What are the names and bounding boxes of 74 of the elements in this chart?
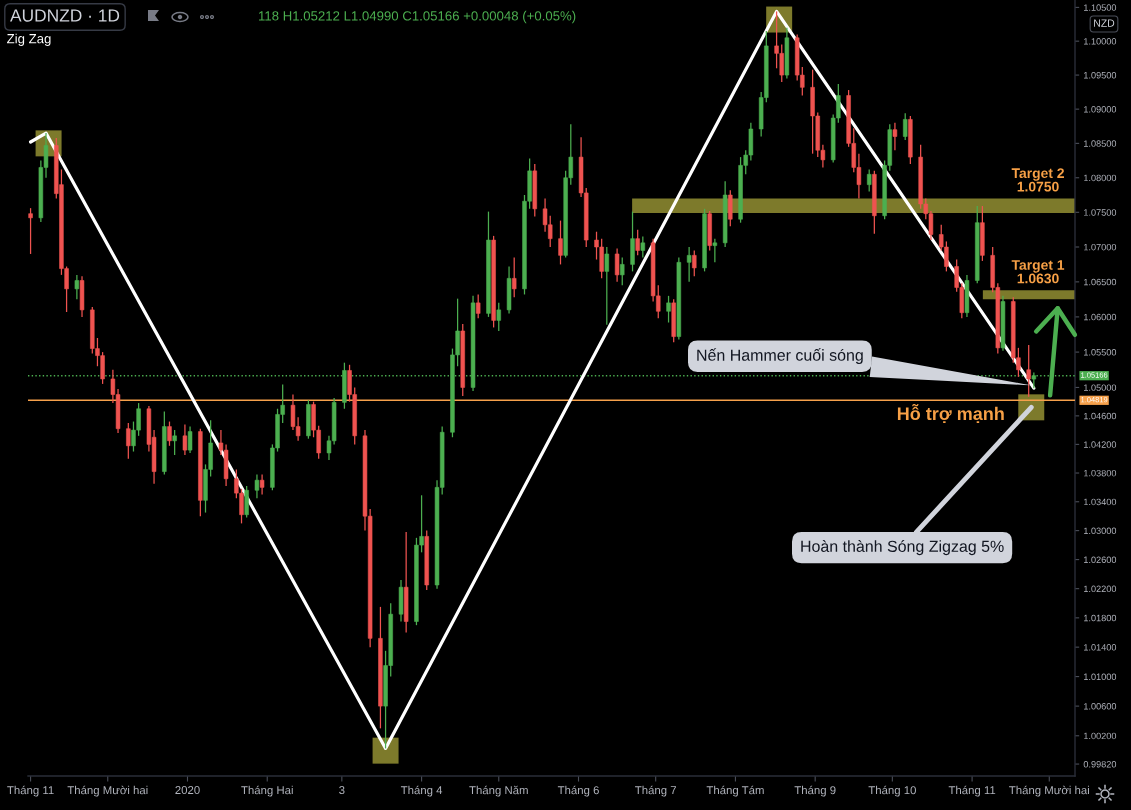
x-tick-label: 3 <box>339 786 345 795</box>
y-tick-label: 1.01800 <box>1084 614 1117 622</box>
y-tick-label: 1.01400 <box>1084 644 1117 651</box>
candlestick <box>259 473 265 496</box>
y-tick-label: 1.07000 <box>1084 243 1117 251</box>
x-tick-label: Tháng 6 <box>557 785 599 797</box>
y-tick-label: 1.00200 <box>1084 732 1117 740</box>
x-tick-label: Tháng 11 <box>948 785 996 797</box>
band-label: Target 2 1.0750 <box>1011 168 1064 192</box>
candlestick <box>692 249 697 277</box>
candlestick <box>126 422 131 460</box>
y-tick-label: 1.03400 <box>1084 498 1117 506</box>
y-tick-label: 1.02600 <box>1084 556 1117 563</box>
candlestick <box>903 112 908 141</box>
candlestick <box>172 429 177 456</box>
candlestick <box>475 293 481 319</box>
y-tick-label: 1.10000 <box>1084 38 1117 45</box>
candlestick <box>686 246 692 283</box>
candlestick <box>254 473 260 499</box>
candlestick <box>28 207 33 255</box>
text: NZD <box>1094 19 1115 27</box>
y-tick-label: 1.03000 <box>1084 527 1117 535</box>
text: Zig Zag <box>7 33 51 46</box>
y-tick-label: 1.02200 <box>1084 585 1117 593</box>
x-tick-label: Tháng Năm <box>469 785 528 797</box>
y-tick-label: 1.05000 <box>1084 384 1117 391</box>
candlestick <box>604 246 610 326</box>
candlestick <box>866 168 872 193</box>
candlestick <box>892 122 898 151</box>
candlestick <box>74 274 80 300</box>
y-tick-label: 1.01000 <box>1084 673 1117 680</box>
x-tick-label: 2020 <box>175 786 200 795</box>
x-tick-label: Tháng 7 <box>635 785 677 797</box>
x-tick-label: Tháng Hai <box>241 785 293 797</box>
x-tick-label: Tháng Tám <box>706 785 764 797</box>
y-tick-label: 1.07500 <box>1084 209 1117 216</box>
candlestick <box>182 423 188 456</box>
annotation: Nến Hammer cuối sóng <box>697 348 863 364</box>
y-tick-label: 1.06500 <box>1084 278 1117 286</box>
y-tick-label: 0.99820 <box>1083 760 1117 768</box>
chart-title: AUDNZD · 1D <box>10 9 120 22</box>
candlestick <box>496 302 501 332</box>
candlestick <box>1026 344 1031 398</box>
y-tick-label: 1.08500 <box>1084 140 1117 147</box>
candlestick <box>640 235 646 259</box>
annotation: Hoàn thành Sóng Zigzag 5% <box>801 540 1004 556</box>
y-tick-label: 1.09500 <box>1084 72 1117 79</box>
y-tick-label: 1.00600 <box>1084 703 1117 710</box>
y-tick-label: 1.03800 <box>1084 469 1117 477</box>
candlestick <box>167 420 172 447</box>
y-tick-label: 1.04200 <box>1084 441 1117 448</box>
band-label: Target 1 1.0630 <box>1011 260 1065 284</box>
candlestick <box>614 247 620 283</box>
candlestick <box>635 229 640 256</box>
y-tick-label: 1.08000 <box>1084 174 1117 182</box>
x-tick-label: Tháng 9 <box>794 785 836 797</box>
candlestick <box>712 238 718 263</box>
text: 118 H1.05212 L1.04990 C1.05166 +0.00048 (+0.05%) <box>259 10 576 24</box>
x-tick-label: Tháng Mười hai <box>67 785 148 797</box>
candlestick <box>666 295 671 324</box>
annotation: Hỗ trợ mạnh <box>897 403 1004 424</box>
candlestick <box>620 256 625 286</box>
y-tick-label: 1.04600 <box>1084 412 1117 420</box>
y-tick-label: 1.10500 <box>1084 4 1117 11</box>
y-tick-label: 1.09000 <box>1084 106 1117 113</box>
x-tick-label: Tháng Mười hai <box>1009 785 1089 797</box>
candlestick <box>558 219 563 266</box>
y-tick-label: 1.05500 <box>1084 349 1117 356</box>
candlestick <box>187 425 193 454</box>
x-tick-label: Tháng 4 <box>400 785 443 797</box>
candlestick <box>511 256 517 298</box>
y-tick-label: 1.06000 <box>1084 313 1117 321</box>
x-tick-label: Tháng 11 <box>7 785 54 797</box>
x-tick-label: Tháng 10 <box>868 785 916 797</box>
